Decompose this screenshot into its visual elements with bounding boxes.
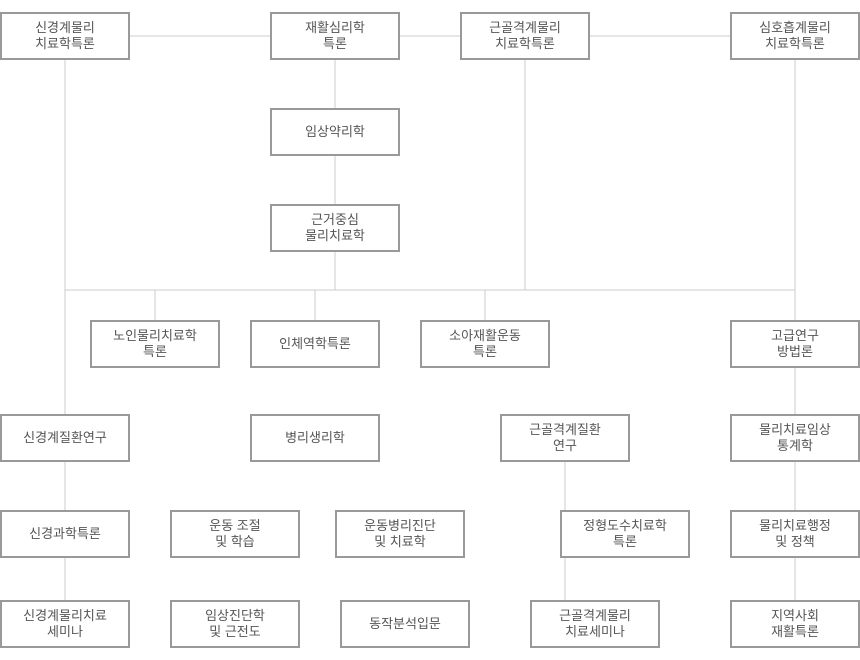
node-label-line: 근거중심 xyxy=(311,212,359,228)
node-n5: 임상약리학 xyxy=(270,108,400,156)
node-label-line: 근골격계물리 xyxy=(489,20,561,36)
node-label-line: 특론 xyxy=(613,534,637,550)
node-label-line: 방법론 xyxy=(777,344,813,360)
node-label-line: 및 정책 xyxy=(775,534,815,550)
node-label-line: 심호흡계물리 xyxy=(759,20,831,36)
node-n9: 소아재활운동특론 xyxy=(420,320,550,368)
node-label-line: 특론 xyxy=(143,344,167,360)
node-label-line: 신경과학특론 xyxy=(29,526,101,542)
node-label-line: 신경계물리 xyxy=(35,20,95,36)
node-n6: 근거중심물리치료학 xyxy=(270,204,400,252)
node-label-line: 신경계질환연구 xyxy=(23,430,107,446)
node-n20: 신경계물리치료세미나 xyxy=(0,600,130,648)
node-n15: 신경과학특론 xyxy=(0,510,130,558)
node-label-line: 및 학습 xyxy=(215,534,255,550)
node-label-line: 지역사회 xyxy=(771,608,819,624)
node-label-line: 물리치료학 xyxy=(305,228,365,244)
node-label-line: 세미나 xyxy=(47,624,83,640)
node-n21: 임상진단학및 근전도 xyxy=(170,600,300,648)
node-label-line: 물리치료임상 xyxy=(759,422,831,438)
node-n2: 재활심리학특론 xyxy=(270,12,400,60)
node-label-line: 동작분석입문 xyxy=(369,616,441,632)
node-n11: 신경계질환연구 xyxy=(0,414,130,462)
node-n22: 동작분석입문 xyxy=(340,600,470,648)
node-n18: 정형도수치료학특론 xyxy=(560,510,690,558)
node-label-line: 특론 xyxy=(323,36,347,52)
node-label-line: 치료세미나 xyxy=(565,624,625,640)
node-n3: 근골격계물리치료학특론 xyxy=(460,12,590,60)
node-n7: 노인물리치료학특론 xyxy=(90,320,220,368)
node-label-line: 임상약리학 xyxy=(305,124,365,140)
node-n17: 운동병리진단및 치료학 xyxy=(335,510,465,558)
node-n1: 신경계물리치료학특론 xyxy=(0,12,130,60)
node-label-line: 통계학 xyxy=(777,438,813,454)
node-label-line: 신경계물리치료 xyxy=(23,608,107,624)
node-label-line: 재활특론 xyxy=(771,624,819,640)
node-label-line: 및 치료학 xyxy=(374,534,425,550)
node-label-line: 노인물리치료학 xyxy=(113,328,197,344)
node-n24: 지역사회재활특론 xyxy=(730,600,860,648)
node-n19: 물리치료행정및 정책 xyxy=(730,510,860,558)
node-label-line: 정형도수치료학 xyxy=(583,518,667,534)
node-label-line: 근골격계질환 xyxy=(529,422,601,438)
node-label-line: 및 근전도 xyxy=(209,624,260,640)
node-n16: 운동 조절및 학습 xyxy=(170,510,300,558)
node-label-line: 고급연구 xyxy=(771,328,819,344)
node-label-line: 소아재활운동 xyxy=(449,328,521,344)
node-label-line: 치료학특론 xyxy=(495,36,555,52)
node-label-line: 재활심리학 xyxy=(305,20,365,36)
node-label-line: 물리치료행정 xyxy=(759,518,831,534)
node-n8: 인체역학특론 xyxy=(250,320,380,368)
node-label-line: 운동병리진단 xyxy=(364,518,436,534)
node-label-line: 연구 xyxy=(553,438,577,454)
node-label-line: 특론 xyxy=(473,344,497,360)
node-label-line: 인체역학특론 xyxy=(279,336,351,352)
node-label-line: 임상진단학 xyxy=(205,608,265,624)
node-n13: 근골격계질환연구 xyxy=(500,414,630,462)
node-label-line: 운동 조절 xyxy=(209,518,260,534)
node-label-line: 근골격계물리 xyxy=(559,608,631,624)
node-n10: 고급연구방법론 xyxy=(730,320,860,368)
node-n23: 근골격계물리치료세미나 xyxy=(530,600,660,648)
node-n12: 병리생리학 xyxy=(250,414,380,462)
node-label-line: 치료학특론 xyxy=(35,36,95,52)
node-label-line: 병리생리학 xyxy=(285,430,345,446)
node-n14: 물리치료임상통계학 xyxy=(730,414,860,462)
node-n4: 심호흡계물리치료학특론 xyxy=(730,12,860,60)
flowchart-canvas: 신경계물리치료학특론재활심리학특론근골격계물리치료학특론심호흡계물리치료학특론임… xyxy=(0,0,860,660)
node-label-line: 치료학특론 xyxy=(765,36,825,52)
